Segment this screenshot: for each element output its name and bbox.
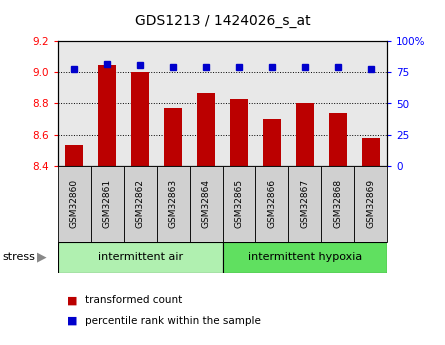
Text: transformed count: transformed count (85, 295, 182, 305)
Bar (354, 166, 387, 242)
Bar (329, 113, 347, 166)
Bar (98, 65, 116, 166)
Bar (222, 241, 387, 273)
Bar (288, 166, 321, 242)
Bar (157, 166, 190, 242)
Text: ▶: ▶ (36, 250, 46, 264)
Text: percentile rank within the sample: percentile rank within the sample (85, 316, 260, 326)
Bar (58, 241, 222, 273)
Text: GSM32860: GSM32860 (70, 179, 79, 228)
Bar (58, 166, 91, 242)
Bar (255, 166, 288, 242)
Text: GSM32862: GSM32862 (136, 179, 145, 228)
Text: stress: stress (2, 252, 35, 262)
Text: GSM32863: GSM32863 (169, 179, 178, 228)
Text: ■: ■ (67, 316, 77, 326)
Bar (91, 166, 124, 242)
Text: intermittent air: intermittent air (97, 252, 183, 262)
Bar (197, 92, 215, 166)
Text: GSM32864: GSM32864 (202, 179, 210, 228)
Text: GSM32866: GSM32866 (267, 179, 276, 228)
Text: GSM32861: GSM32861 (103, 179, 112, 228)
Bar (164, 108, 182, 166)
Text: GDS1213 / 1424026_s_at: GDS1213 / 1424026_s_at (135, 14, 310, 28)
Bar (222, 166, 255, 242)
Bar (296, 104, 314, 166)
Text: GSM32867: GSM32867 (300, 179, 309, 228)
Text: GSM32868: GSM32868 (333, 179, 342, 228)
Bar (65, 146, 83, 166)
Bar (190, 166, 222, 242)
Bar (362, 138, 380, 166)
Bar (263, 119, 281, 166)
Text: GSM32865: GSM32865 (235, 179, 243, 228)
Bar (230, 99, 248, 166)
Bar (124, 166, 157, 242)
Bar (131, 72, 149, 166)
Text: ■: ■ (67, 295, 77, 305)
Text: GSM32869: GSM32869 (366, 179, 375, 228)
Bar (321, 166, 354, 242)
Text: intermittent hypoxia: intermittent hypoxia (248, 252, 362, 262)
